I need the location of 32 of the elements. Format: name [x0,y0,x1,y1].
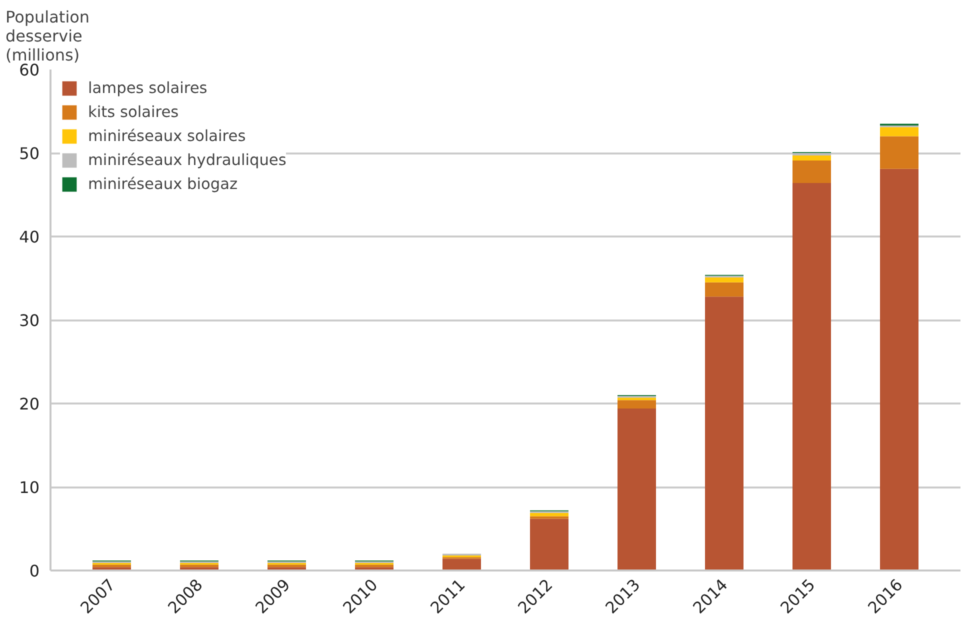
bar [268,564,306,568]
y-tick-label: 20 [19,394,40,414]
bar [792,156,831,161]
y-tick-label: 50 [19,144,40,163]
bar [880,127,918,136]
bar [880,136,918,169]
bar [355,564,394,568]
bar [530,516,568,519]
bar [705,282,744,297]
bar [618,400,656,409]
bar [180,564,218,568]
y-tick-label: 40 [19,228,40,246]
bar [880,168,918,570]
bar [618,398,656,400]
bar [530,518,568,570]
legend-label: miniréseaux biogaz [88,175,238,193]
y-tick-label: 10 [19,478,40,497]
y-tick-label: 0 [29,562,40,580]
y-tick-label: 30 [19,311,40,330]
bar [705,296,744,570]
bar [530,512,568,516]
bar [705,277,744,282]
bar [792,160,831,184]
bar [792,153,831,156]
bar [92,564,131,568]
bar [442,558,481,570]
legend-label: miniréseaux hydrauliques [88,151,286,169]
legend-label: miniréseaux solaires [88,127,246,145]
legend-label: kits solaires [88,103,179,121]
bar [618,408,656,570]
bar [792,183,831,570]
legend-label: lampes solaires [88,79,208,97]
